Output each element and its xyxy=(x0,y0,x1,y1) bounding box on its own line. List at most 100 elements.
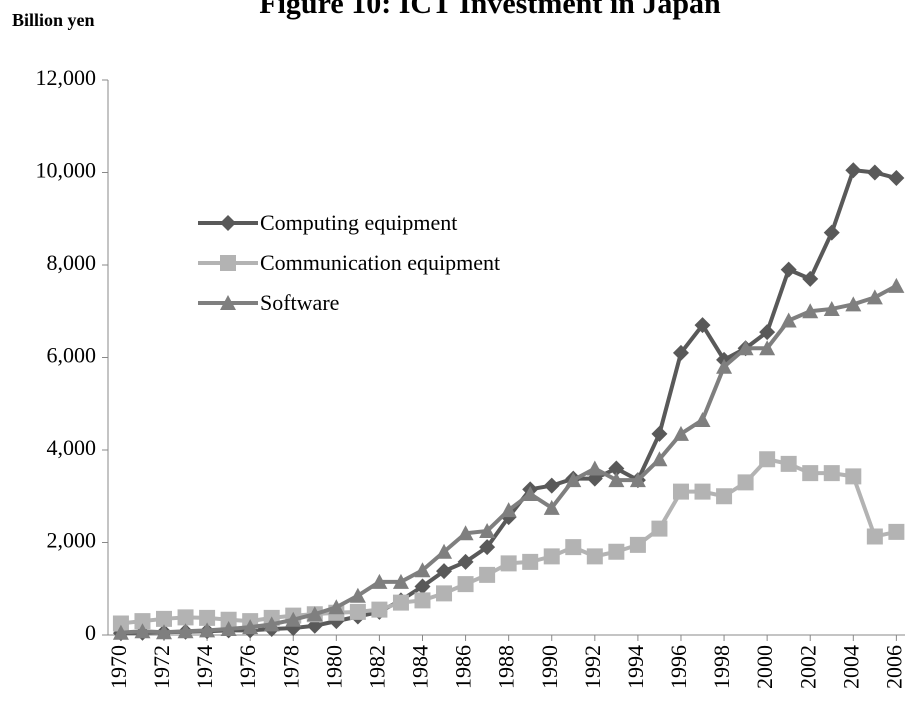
x-tick-label: 1986 xyxy=(451,645,476,689)
x-tick-label: 1990 xyxy=(537,645,562,689)
marker xyxy=(823,300,840,316)
marker xyxy=(565,472,582,488)
marker xyxy=(866,164,883,181)
marker xyxy=(522,553,539,570)
marker xyxy=(759,324,776,341)
marker xyxy=(156,624,173,640)
marker xyxy=(177,623,194,639)
marker xyxy=(802,465,819,482)
y-tick-label: 8,000 xyxy=(47,250,97,275)
marker xyxy=(112,615,129,632)
marker xyxy=(500,555,517,572)
x-tick-label: 1972 xyxy=(149,645,174,689)
x-tick-label: 1984 xyxy=(408,645,433,689)
x-tick-label: 1998 xyxy=(709,645,734,689)
marker xyxy=(845,468,862,485)
marker xyxy=(888,277,905,293)
marker xyxy=(199,622,216,638)
legend-swatch xyxy=(198,255,258,271)
marker xyxy=(220,611,237,628)
marker xyxy=(586,460,603,476)
marker xyxy=(134,613,151,630)
marker xyxy=(608,543,625,560)
marker xyxy=(651,425,668,442)
x-tick-label: 1970 xyxy=(106,645,131,689)
marker xyxy=(694,317,711,334)
y-tick-label: 0 xyxy=(85,620,96,645)
marker xyxy=(888,523,905,540)
marker xyxy=(780,312,797,328)
marker xyxy=(866,528,883,545)
y-tick-label: 4,000 xyxy=(47,435,97,460)
legend: Computing equipment Communication equipme… xyxy=(196,210,520,330)
marker xyxy=(285,611,302,627)
marker xyxy=(242,619,259,635)
x-tick-label: 1976 xyxy=(235,645,260,689)
legend-swatch xyxy=(198,295,258,310)
marker xyxy=(823,224,840,241)
y-tick-label: 10,000 xyxy=(36,158,97,183)
marker xyxy=(845,296,862,312)
legend-marker xyxy=(220,255,236,271)
legend-marker xyxy=(220,215,236,231)
x-tick-label: 2004 xyxy=(838,645,863,689)
marker xyxy=(263,616,280,632)
marker xyxy=(349,587,366,603)
marker xyxy=(629,536,646,553)
marker xyxy=(199,609,216,626)
marker xyxy=(543,548,560,565)
legend-label: Software xyxy=(260,290,340,315)
marker xyxy=(651,451,668,467)
marker xyxy=(479,539,496,556)
marker xyxy=(306,606,323,622)
y-tick-label: 12,000 xyxy=(36,65,97,90)
legend-marker xyxy=(220,295,236,310)
marker xyxy=(220,620,237,636)
legend-item: Computing equipment xyxy=(196,210,520,236)
marker xyxy=(608,472,625,488)
marker xyxy=(112,624,129,640)
legend-label: Communication equipment xyxy=(260,250,501,275)
marker xyxy=(414,592,431,609)
x-tick-label: 1982 xyxy=(364,645,389,689)
legend-item: Communication equipment xyxy=(196,250,520,276)
marker xyxy=(479,522,496,538)
marker xyxy=(716,358,733,374)
marker xyxy=(672,483,689,500)
marker xyxy=(543,499,560,515)
marker xyxy=(457,553,474,570)
series-line xyxy=(120,457,897,626)
marker xyxy=(866,289,883,305)
marker xyxy=(177,609,194,626)
marker xyxy=(694,411,711,427)
marker xyxy=(436,563,453,580)
marker xyxy=(608,460,625,477)
marker xyxy=(414,562,431,578)
marker xyxy=(392,573,409,589)
marker xyxy=(888,170,905,187)
marker xyxy=(436,543,453,559)
marker xyxy=(371,601,388,618)
marker xyxy=(565,539,582,556)
y-tick-label: 6,000 xyxy=(47,343,97,368)
x-tick-label: 1996 xyxy=(666,645,691,689)
marker xyxy=(436,585,453,602)
legend-item: Software xyxy=(196,290,520,316)
series-line xyxy=(120,284,898,635)
marker xyxy=(371,573,388,589)
marker xyxy=(457,525,474,541)
marker xyxy=(759,340,776,356)
y-axis-label: Billion yen xyxy=(12,10,95,30)
marker xyxy=(479,566,496,583)
marker xyxy=(802,303,819,319)
marker xyxy=(156,610,173,627)
marker xyxy=(134,623,151,639)
x-tick-label: 1992 xyxy=(580,645,605,689)
x-tick-label: 1980 xyxy=(321,645,346,689)
marker xyxy=(414,578,431,595)
marker xyxy=(672,425,689,441)
legend-swatch xyxy=(198,215,258,231)
marker xyxy=(716,488,733,505)
